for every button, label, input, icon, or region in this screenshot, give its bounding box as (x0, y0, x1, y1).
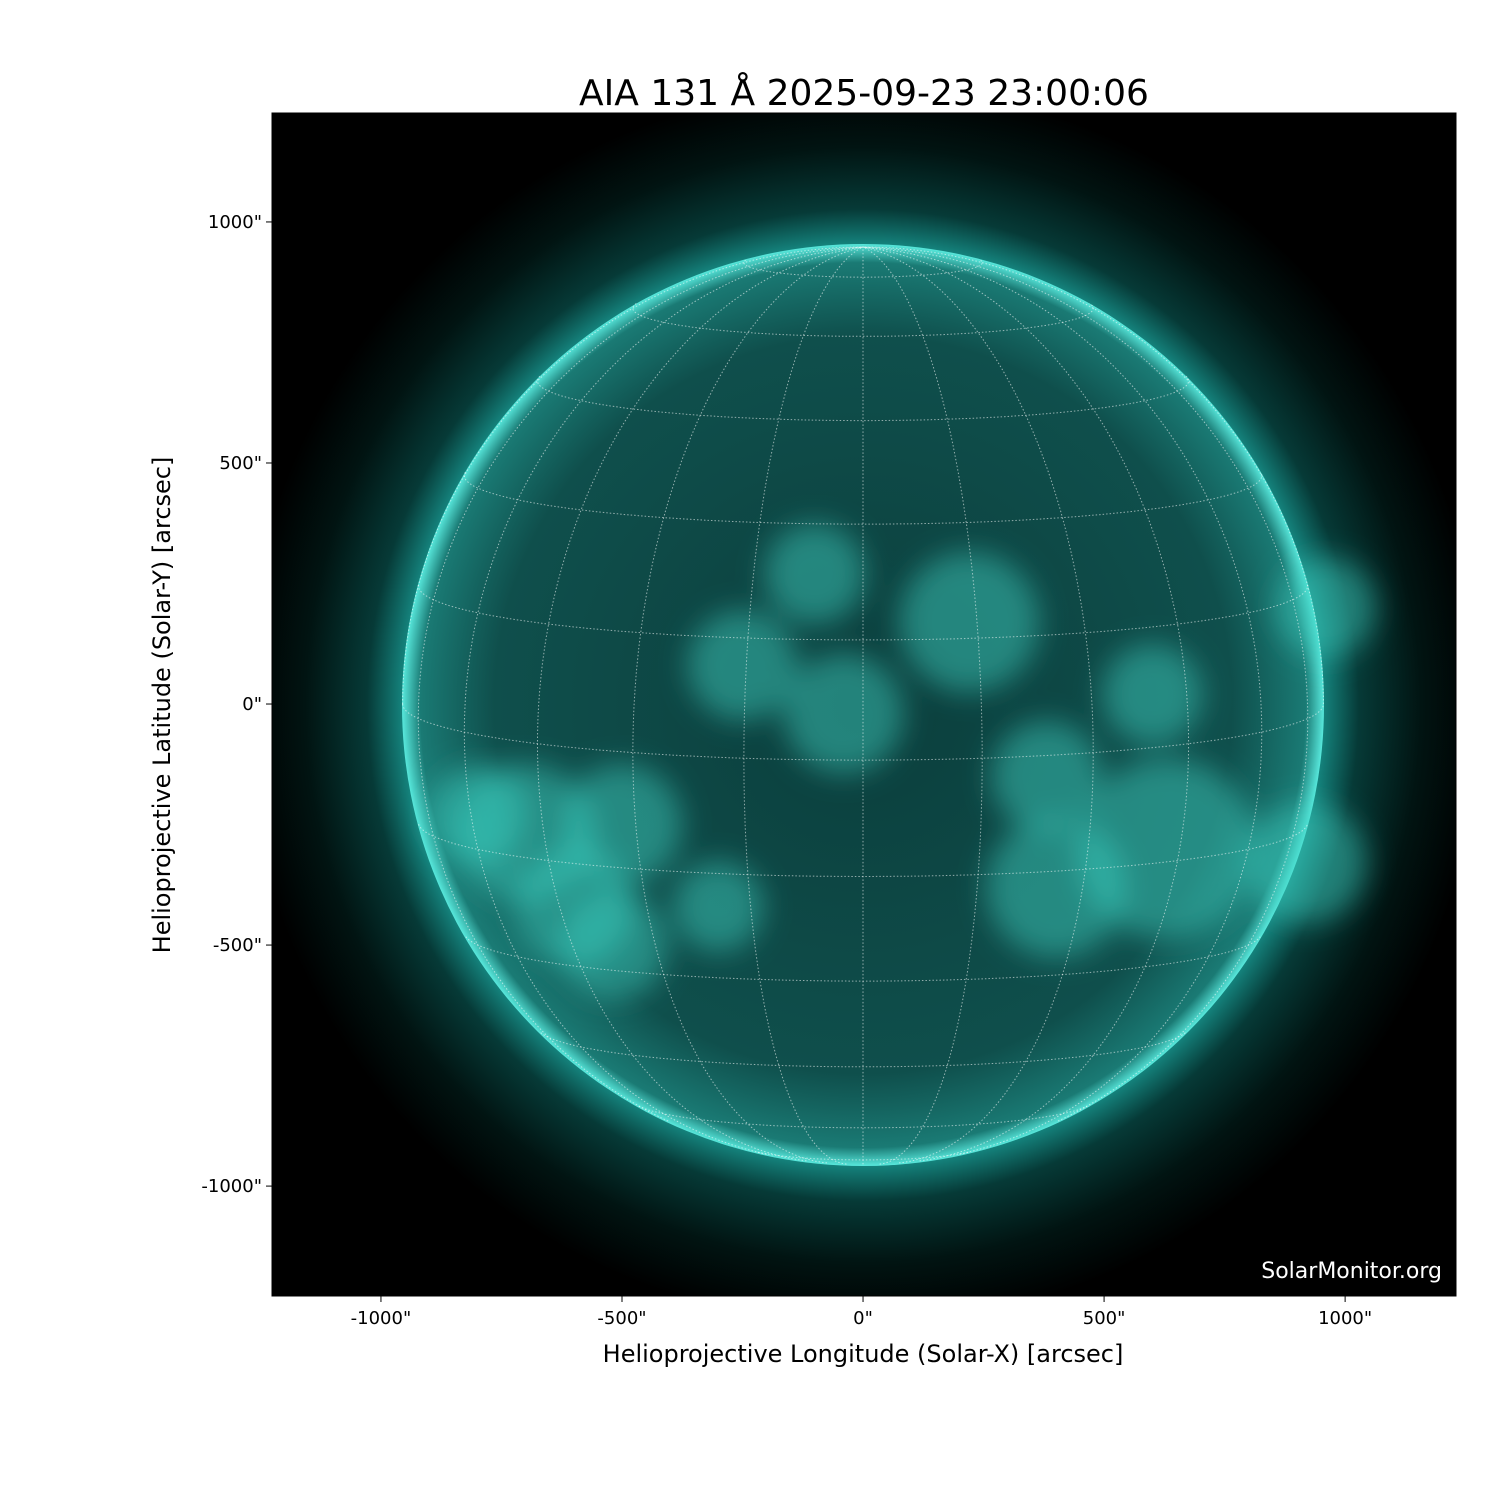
grid-line (463, 471, 1263, 525)
grid-line (465, 936, 1261, 982)
grid-line (463, 246, 864, 1155)
chart-title: AIA 131 Å 2025-09-23 23:00:06 (579, 71, 1149, 114)
active-region (991, 721, 1102, 832)
x-tick-label: 1000" (1318, 1308, 1372, 1329)
grid-line (743, 259, 983, 278)
y-tick-label: 0" (242, 694, 262, 715)
y-axis: -1000" -500" 0" 500" 1000" (201, 212, 272, 1197)
plot-area: SolarMonitor.org (272, 113, 1456, 1296)
grid-line (632, 302, 1094, 337)
grid-line (638, 1105, 1088, 1129)
active-region (783, 653, 904, 774)
active-region (1102, 644, 1203, 745)
active-region (673, 861, 764, 952)
x-tick-label: 0" (853, 1308, 873, 1329)
active-region (513, 846, 634, 967)
y-tick-label: -1000" (201, 1176, 262, 1197)
y-axis-label: Helioprojective Latitude (Solar-Y) [arcs… (148, 457, 176, 954)
active-region (427, 764, 528, 865)
heliographic-grid (402, 246, 1324, 1165)
active-region (687, 610, 798, 721)
grid-line (862, 246, 1094, 1164)
active-region (1246, 803, 1367, 924)
y-tick-label: 1000" (208, 212, 262, 233)
active-region (1275, 557, 1376, 658)
x-tick-label: -1000" (351, 1308, 412, 1329)
grid-line (417, 584, 1309, 641)
active-region (764, 523, 865, 624)
y-tick-label: 500" (219, 453, 262, 474)
grid-line (418, 823, 1308, 877)
x-axis: -1000" -500" 0" 500" 1000" (351, 1296, 1372, 1329)
grid-line (402, 703, 1324, 761)
x-tick-label: 500" (1083, 1308, 1126, 1329)
active-region (985, 817, 1126, 958)
x-axis-label: Helioprojective Longitude (Solar-X) [arc… (603, 1340, 1124, 1368)
y-tick-label: -500" (213, 935, 262, 956)
grid-line (757, 1151, 969, 1161)
grid-line (862, 246, 1263, 1155)
grid-line (537, 375, 1190, 422)
grid-line (540, 1032, 1186, 1068)
grid-line (632, 246, 864, 1164)
x-tick-label: -500" (597, 1308, 646, 1329)
active-region (899, 552, 1040, 693)
watermark: SolarMonitor.org (1261, 1259, 1442, 1284)
